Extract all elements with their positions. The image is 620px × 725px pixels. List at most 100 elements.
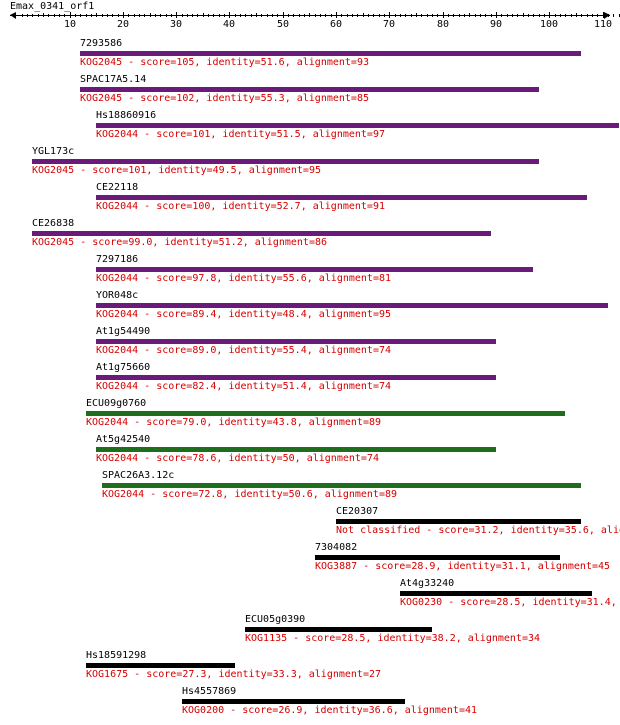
hit-description[interactable]: KOG1675 - score=27.3, identity=33.3, ali…	[86, 669, 382, 680]
hit-description[interactable]: KOG2044 - score=97.8, identity=55.6, ali…	[96, 273, 392, 284]
hit-name[interactable]: 7304082	[315, 542, 358, 553]
hit-bar[interactable]	[336, 519, 581, 524]
hit-description[interactable]: KOG2045 - score=102, identity=55.3, alig…	[80, 93, 369, 104]
axis-right-arrow	[604, 12, 610, 19]
axis-minor-tick	[400, 14, 401, 17]
axis-minor-tick	[363, 13, 364, 17]
axis-tick-label: 30	[169, 19, 183, 30]
hit-name[interactable]: At1g54490	[96, 326, 151, 337]
hit-name[interactable]: SPAC17A5.14	[80, 74, 147, 85]
axis-tick-label: 40	[222, 19, 236, 30]
hit-description[interactable]: KOG2044 - score=89.4, identity=48.4, ali…	[96, 309, 392, 320]
hit-description[interactable]: KOG2044 - score=101, identity=51.5, alig…	[96, 129, 385, 140]
hit-description[interactable]: KOG2044 - score=79.0, identity=43.8, ali…	[86, 417, 382, 428]
axis-minor-tick	[235, 14, 236, 17]
hit-name[interactable]: At4g33240	[400, 578, 455, 589]
hit-description[interactable]: KOG2044 - score=100, identity=52.7, alig…	[96, 201, 385, 212]
hit-name[interactable]: CE26838	[32, 218, 75, 229]
hit-description[interactable]: KOG0200 - score=26.9, identity=36.6, ali…	[182, 705, 478, 716]
axis-minor-tick	[437, 14, 438, 17]
axis-minor-tick	[416, 13, 417, 17]
hit-bar[interactable]	[182, 699, 405, 704]
hit-bar[interactable]	[96, 267, 533, 272]
hit-bar[interactable]	[315, 555, 560, 560]
axis-minor-tick	[432, 14, 433, 17]
axis-minor-tick	[27, 14, 28, 17]
axis-minor-tick	[384, 14, 385, 17]
hit-name[interactable]: CE20307	[336, 506, 379, 517]
axis-minor-tick	[144, 14, 145, 17]
axis-minor-tick	[379, 14, 380, 17]
axis-minor-tick	[256, 13, 257, 17]
hit-description[interactable]: KOG1135 - score=28.5, identity=38.2, ali…	[245, 633, 541, 644]
hit-bar[interactable]	[96, 375, 496, 380]
axis-minor-tick	[224, 14, 225, 17]
hit-bar[interactable]	[80, 87, 539, 92]
axis-minor-tick	[304, 14, 305, 17]
axis-minor-tick	[293, 14, 294, 17]
hit-description[interactable]: KOG2044 - score=89.0, identity=55.4, ali…	[96, 345, 392, 356]
hit-description[interactable]: KOG2044 - score=78.6, identity=50, align…	[96, 453, 379, 464]
hit-bar[interactable]	[86, 663, 235, 668]
hit-name[interactable]: ECU05g0390	[245, 614, 306, 625]
axis-minor-tick	[192, 14, 193, 17]
hit-description[interactable]: KOG3887 - score=28.9, identity=31.1, ali…	[315, 561, 611, 572]
diagram-title: Emax_0341_orf1	[10, 1, 95, 12]
hit-description[interactable]: KOG2045 - score=101, identity=49.5, alig…	[32, 165, 321, 176]
hit-name[interactable]: At1g75660	[96, 362, 151, 373]
hit-description[interactable]: KOG2045 - score=99.0, identity=51.2, ali…	[32, 237, 328, 248]
axis-minor-tick	[139, 14, 140, 17]
hit-name[interactable]: CE22118	[96, 182, 139, 193]
hit-name[interactable]: At5g42540	[96, 434, 151, 445]
axis-minor-tick	[59, 14, 60, 17]
axis-tick-label: 70	[382, 19, 396, 30]
hit-bar[interactable]	[102, 483, 581, 488]
axis-minor-tick	[571, 14, 572, 17]
axis-minor-tick	[395, 14, 396, 17]
hit-name[interactable]: YOR048c	[96, 290, 139, 301]
hit-bar[interactable]	[400, 591, 592, 596]
hit-bar[interactable]	[96, 195, 587, 200]
hit-name[interactable]: SPAC26A3.12c	[102, 470, 175, 481]
axis-minor-tick	[261, 14, 262, 17]
axis-minor-tick	[405, 14, 406, 17]
hit-description[interactable]: Not classified - score=31.2, identity=35…	[336, 525, 620, 536]
axis-minor-tick	[112, 14, 113, 17]
axis-minor-tick	[464, 14, 465, 17]
hit-name[interactable]: ECU09g0760	[86, 398, 147, 409]
hit-name[interactable]: 7297186	[96, 254, 139, 265]
hit-bar[interactable]	[96, 339, 496, 344]
axis-minor-tick	[86, 14, 87, 17]
hit-name[interactable]: 7293586	[80, 38, 123, 49]
axis-minor-tick	[560, 14, 561, 17]
hit-bar[interactable]	[80, 51, 581, 56]
hit-name[interactable]: YGL173c	[32, 146, 75, 157]
axis-minor-tick	[229, 12, 230, 18]
axis-minor-tick	[555, 14, 556, 17]
axis-minor-tick	[70, 12, 71, 18]
hit-name[interactable]: Hs18860916	[96, 110, 157, 121]
hit-bar[interactable]	[86, 411, 565, 416]
axis-tick-label: 60	[329, 19, 343, 30]
axis-minor-tick	[581, 14, 582, 17]
hit-description[interactable]: KOG2044 - score=72.8, identity=50.6, ali…	[102, 489, 398, 500]
hit-description[interactable]: KOG2044 - score=82.4, identity=51.4, ali…	[96, 381, 392, 392]
axis-minor-tick	[75, 14, 76, 17]
hit-bar[interactable]	[96, 447, 496, 452]
hit-bar[interactable]	[32, 159, 539, 164]
axis-minor-tick	[309, 13, 310, 17]
axis-minor-tick	[576, 13, 577, 17]
axis-minor-tick	[299, 14, 300, 17]
hit-bar[interactable]	[245, 627, 432, 632]
hit-description[interactable]: KOG2045 - score=105, identity=51.6, alig…	[80, 57, 369, 68]
axis-minor-tick	[155, 14, 156, 17]
axis-minor-tick	[277, 14, 278, 17]
hit-bar[interactable]	[32, 231, 491, 236]
hit-name[interactable]: Hs18591298	[86, 650, 147, 661]
hit-bar[interactable]	[96, 303, 608, 308]
axis-tick-label: 80	[436, 19, 450, 30]
hit-bar[interactable]	[96, 123, 619, 128]
hit-name[interactable]: Hs4557869	[182, 686, 237, 697]
axis-minor-tick	[171, 14, 172, 17]
hit-description[interactable]: KOG0230 - score=28.5, identity=31.4, a	[400, 597, 620, 608]
